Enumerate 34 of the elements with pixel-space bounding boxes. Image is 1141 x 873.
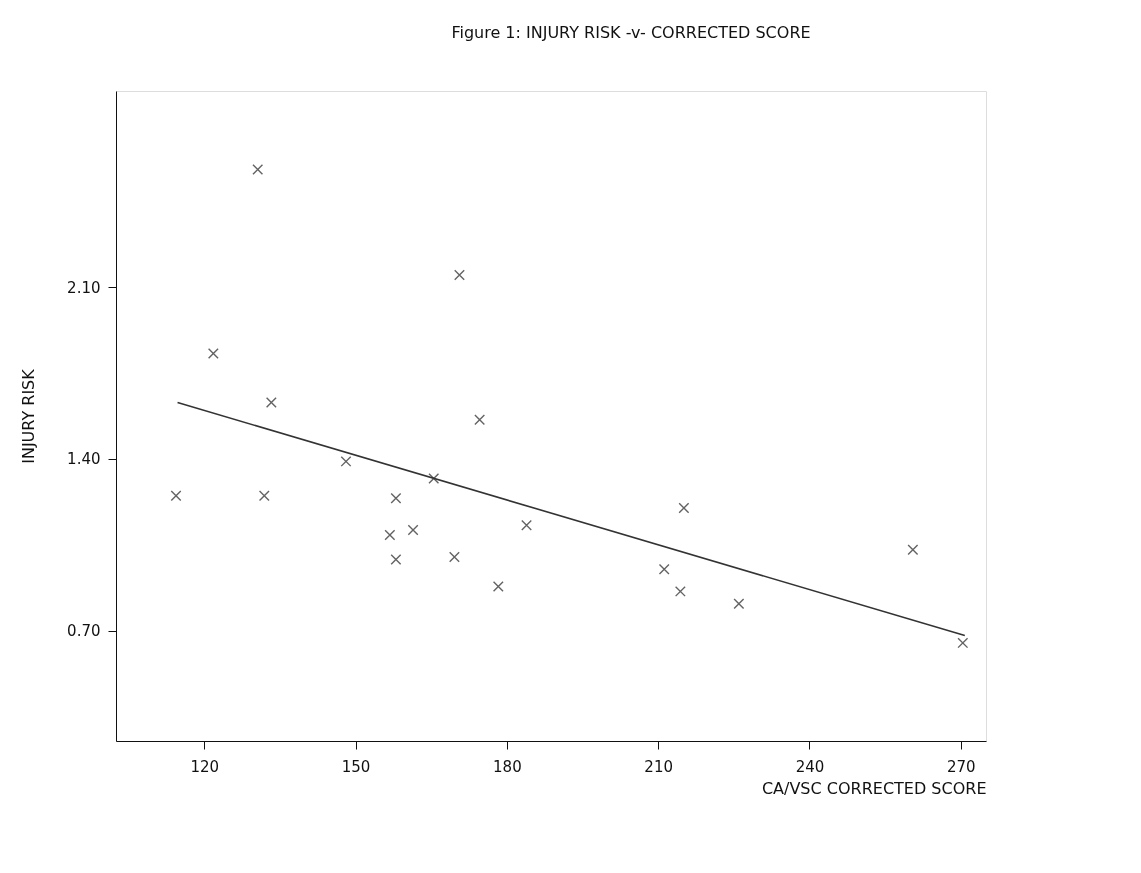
point [907,544,919,556]
point [207,348,219,359]
point [674,585,686,597]
point [340,455,352,467]
x-tick-label: 240 [795,757,825,776]
x-tick-label: 150 [341,757,371,776]
point [474,414,486,426]
x-tick-label: 180 [493,757,522,776]
y-tick-label: 2.10 [67,278,101,297]
point [448,551,460,563]
y-tick-label: 0.70 [67,622,101,641]
x-tick-label: 270 [946,757,976,776]
x-axis-title: CA/VSC CORRECTED SCORE [761,778,987,798]
point [428,473,440,484]
x-tick-label: 120 [190,757,220,776]
point [170,490,182,502]
chart-title: Figure 1: INJURY RISK -v- CORRECTED SCORE [451,23,811,42]
y-axis-title: INJURY RISK [19,368,39,464]
point [733,598,745,610]
point [252,164,264,175]
point [390,554,402,565]
point [492,581,504,592]
point [957,637,969,649]
point [258,490,270,502]
y-tick-label: 1.40 [67,450,101,469]
point [384,529,396,541]
point [265,397,277,408]
point [521,519,532,531]
point [407,524,419,536]
point [658,563,670,575]
x-tick-label: 210 [644,757,673,776]
point [390,492,402,504]
point [678,502,690,514]
point [454,269,465,281]
